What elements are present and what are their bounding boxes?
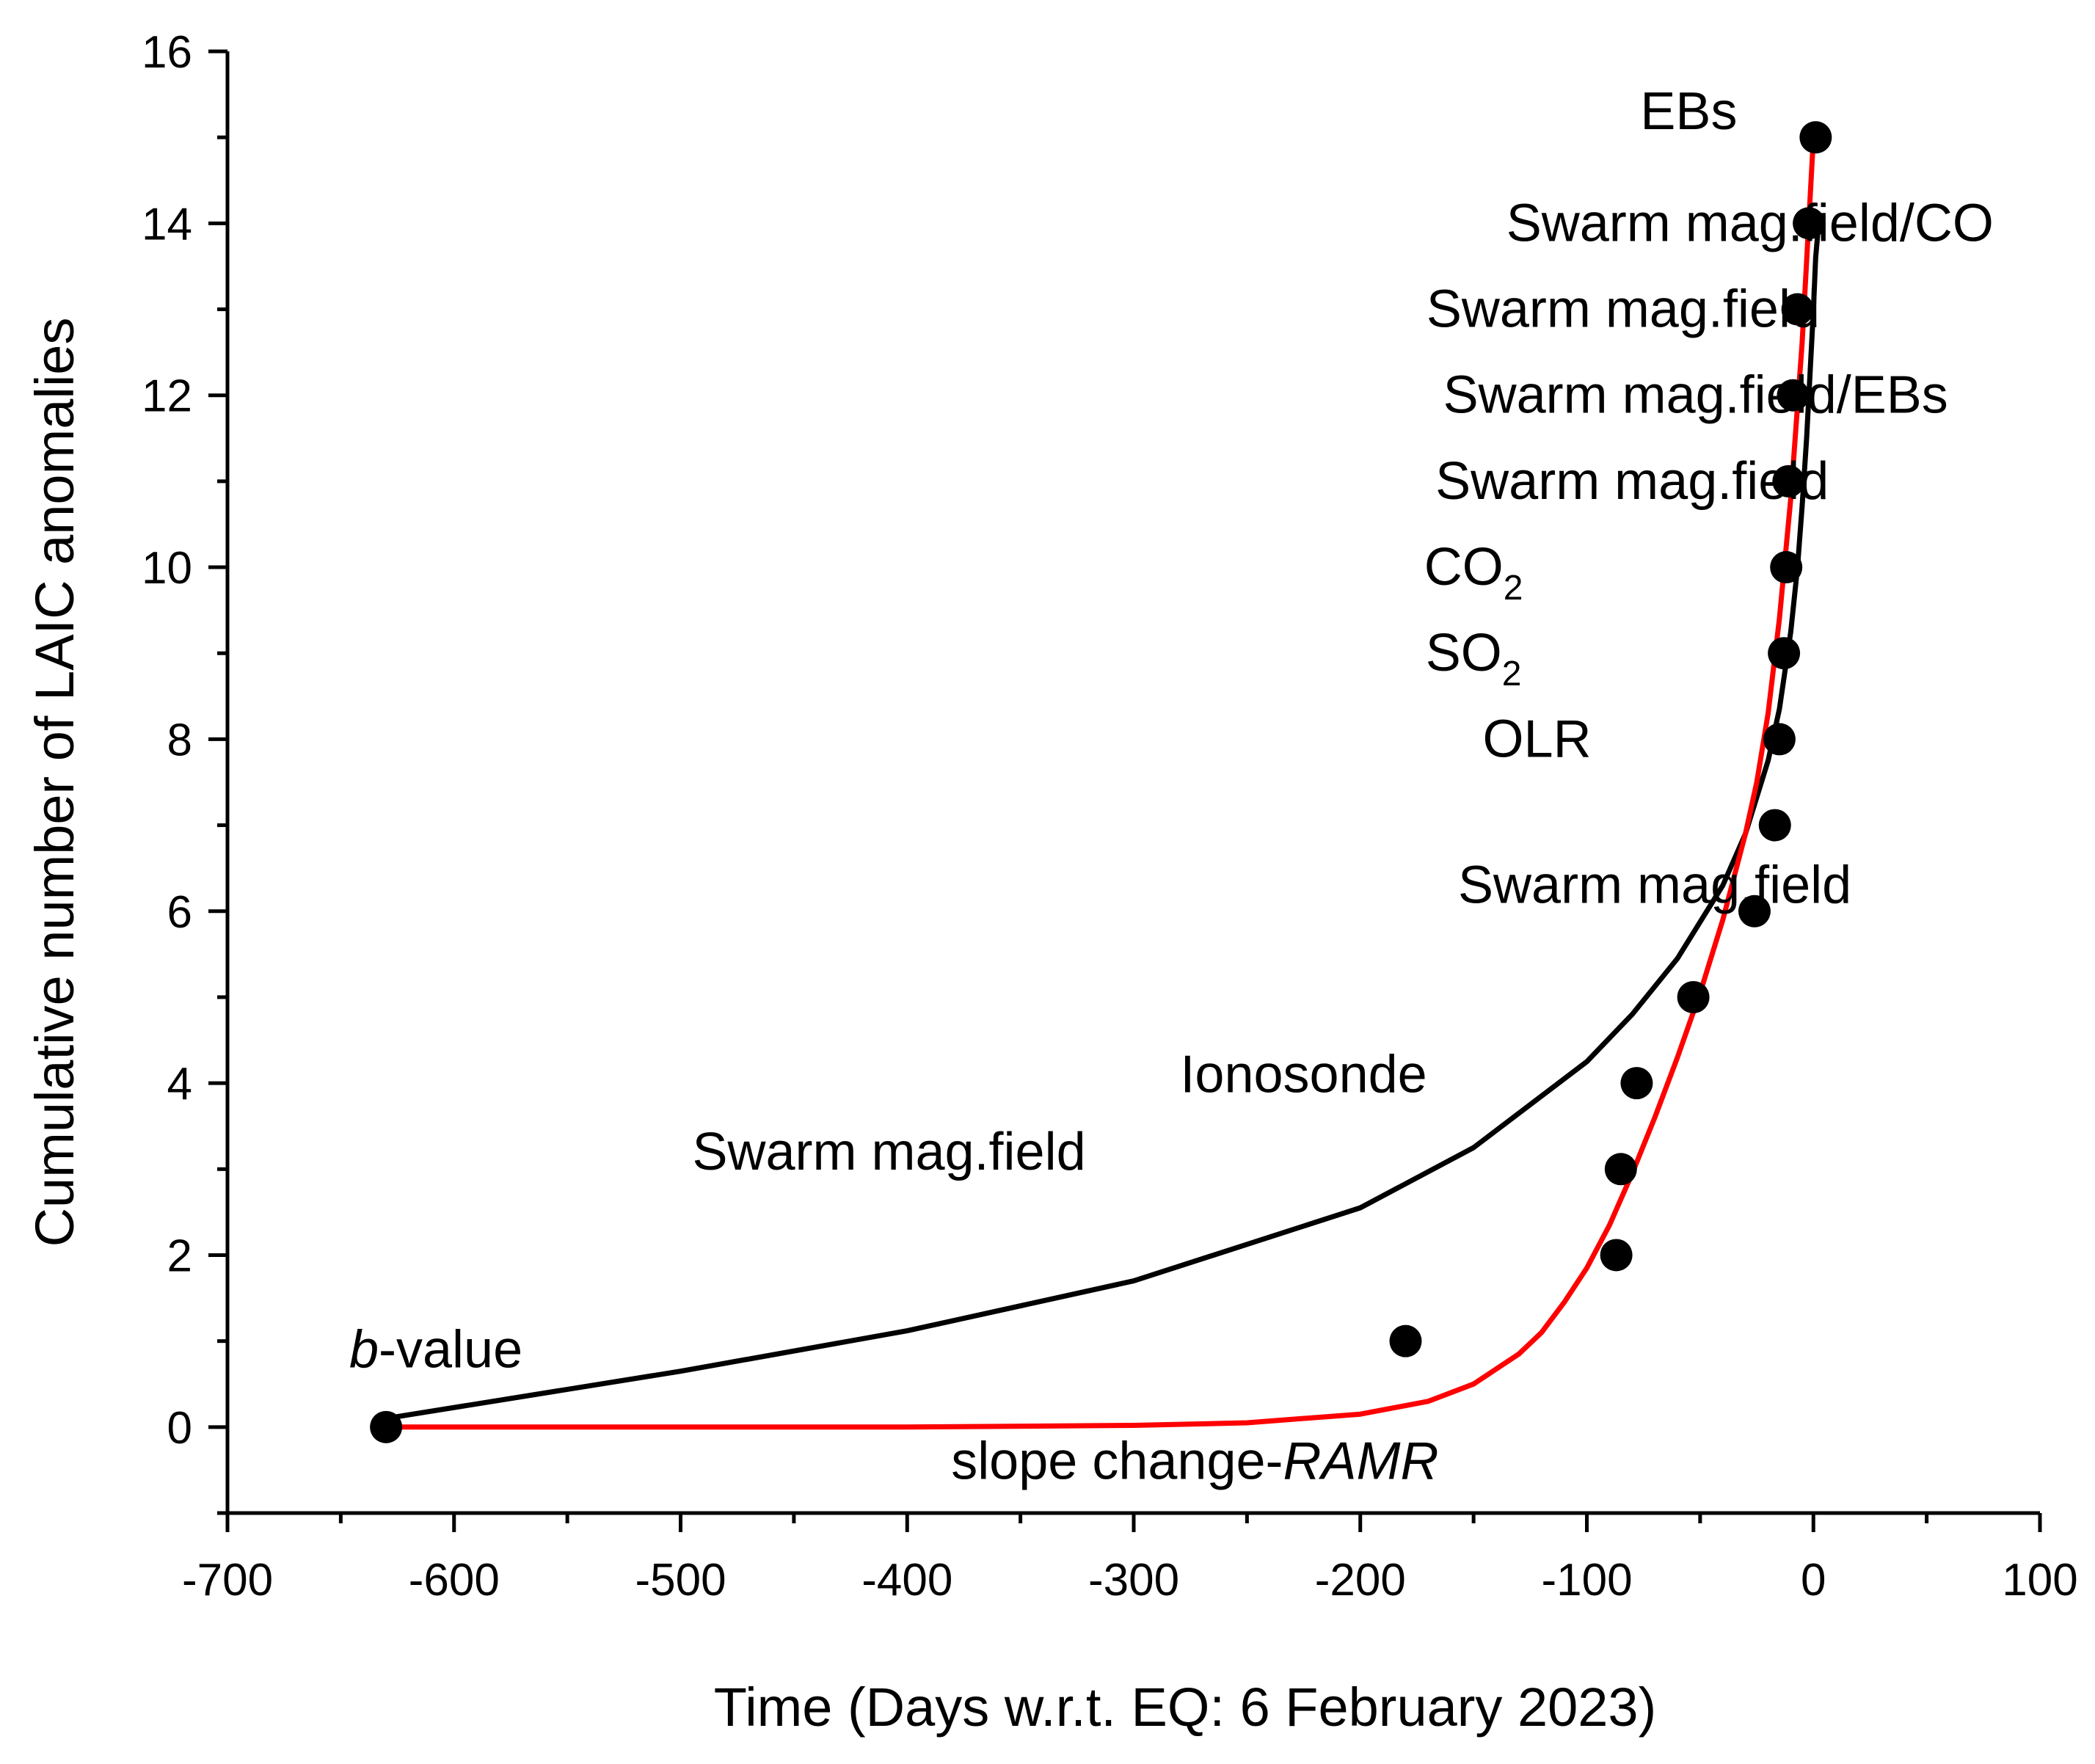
data-point — [1768, 637, 1801, 670]
y-tick-label: 12 — [142, 371, 192, 422]
y-tick-label: 16 — [142, 27, 192, 78]
data-point — [1793, 207, 1826, 240]
y-tick-label: 0 — [167, 1403, 192, 1454]
data-point — [1772, 464, 1805, 498]
plot-area: -700 -600 -500 -400 -300 -200 -100 0 100 0 2 4 6 8 10 1… — [24, 27, 2078, 1738]
annotation-label: Swarm mag.field — [1435, 452, 1829, 511]
series-line-fit-red — [383, 134, 1816, 1430]
data-point — [1389, 1324, 1422, 1357]
annotation-label: Swarm mag.field — [1458, 856, 1851, 915]
annotation-label: Ionosonde — [1180, 1045, 1427, 1104]
x-tick-label: -500 — [635, 1555, 726, 1606]
annotation-label: Swarm mag.field — [692, 1123, 1085, 1181]
data-point — [1604, 1153, 1637, 1186]
x-tick-label: -700 — [182, 1555, 273, 1606]
data-point — [1620, 1067, 1653, 1100]
annotation-label: CO2 — [1424, 538, 1523, 608]
data-point — [370, 1410, 403, 1443]
annotation-label: EBs — [1640, 82, 1737, 141]
x-axis-title: Time (Days w.r.t. EQ: 6 February 2023) — [714, 1677, 1656, 1738]
x-tick-label: -200 — [1315, 1555, 1406, 1606]
data-point — [1758, 809, 1791, 842]
annotation-label: OLR — [1483, 710, 1592, 768]
x-tick-label: 100 — [2002, 1555, 2077, 1606]
annotation-label: SO2 — [1426, 624, 1522, 693]
y-tick-label: 8 — [167, 715, 192, 765]
y-tick-label: 6 — [167, 887, 192, 938]
data-point — [1738, 894, 1771, 927]
data-point — [1770, 551, 1803, 584]
data-point — [1777, 379, 1810, 412]
x-tick-label: -100 — [1541, 1555, 1632, 1606]
y-tick-label: 10 — [142, 543, 192, 594]
annotation-label: Swarm mag.field — [1427, 280, 1820, 339]
x-tick-label: 0 — [1801, 1555, 1826, 1606]
data-point — [1763, 723, 1796, 756]
annotation-label: slope change-RAMR — [951, 1432, 1438, 1491]
y-tick-label: 14 — [142, 199, 192, 249]
y-axis-title: Cumulative number of LAIC anomalies — [24, 318, 85, 1247]
data-point — [1799, 121, 1832, 154]
x-tick-label: -400 — [861, 1555, 952, 1606]
x-tick-label: -300 — [1088, 1555, 1179, 1606]
annotation-label: Swarm mag.field/EBs — [1443, 366, 1948, 425]
data-point — [1600, 1239, 1633, 1272]
data-point — [1677, 980, 1710, 1013]
y-tick-label: 4 — [167, 1059, 192, 1109]
y-tick-label: 2 — [167, 1231, 192, 1281]
annotation-label: b-value — [349, 1320, 522, 1379]
x-tick-label: -600 — [409, 1555, 500, 1606]
annotation-label: Swarm mag.field/CO — [1506, 194, 1994, 252]
data-point — [1781, 293, 1814, 326]
